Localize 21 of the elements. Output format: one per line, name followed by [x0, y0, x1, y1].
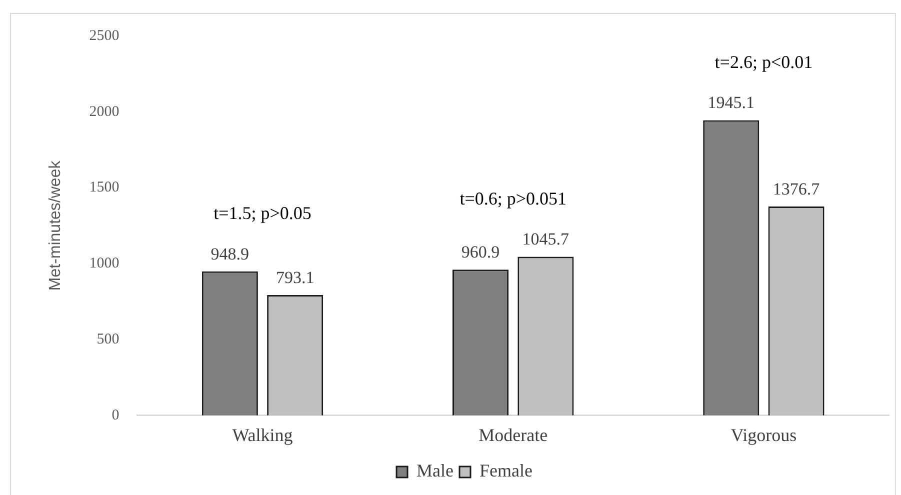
y-tick-label: 1500: [89, 180, 120, 196]
y-tick-label: 1000: [89, 256, 120, 272]
annotation: t=2.6; p<0.01: [714, 52, 813, 72]
data-label: 1945.1: [708, 93, 754, 112]
y-tick-label: 2500: [89, 28, 120, 44]
y-tick-label: 500: [96, 331, 120, 348]
annotation: t=1.5; p>0.05: [214, 203, 312, 224]
x-tick-label: Walking: [232, 424, 293, 445]
data-label: 793.1: [276, 268, 314, 288]
annotation: t=0.6; p>0.051: [460, 188, 567, 208]
data-label: 1045.7: [522, 230, 570, 249]
y-tick-label: 2000: [89, 104, 120, 120]
data-label: 1376.7: [772, 179, 820, 198]
legend-label: Female: [480, 460, 532, 481]
x-tick-label: Moderate: [478, 424, 548, 445]
data-label: 960.9: [461, 242, 500, 262]
legend-label: Male: [416, 460, 454, 481]
x-tick-label: Vigorous: [730, 424, 797, 445]
data-label: 948.9: [210, 244, 250, 264]
y-axis-title: Met-minutes/week: [47, 160, 64, 291]
y-tick-label: 0: [112, 407, 120, 424]
